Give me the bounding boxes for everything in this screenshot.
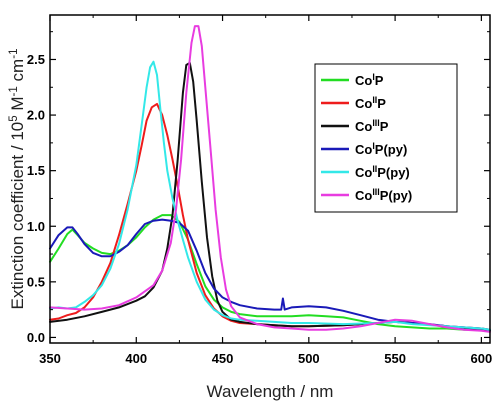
series-line-6: [49, 25, 491, 333]
x-tick-label: 450: [212, 351, 234, 366]
series-line-1: [49, 214, 491, 331]
legend: CoIP CoIIP CoIIIP CoIP(py) CoIIP(py) CoIIIP(p…: [314, 63, 458, 213]
y-tick-label: 0.0: [27, 330, 45, 345]
x-tick-label: 550: [384, 351, 406, 366]
legend-label-6: CoIIIP(py): [355, 187, 412, 203]
y-axis-title: Extinction coefficient / 105 M-1 cm-1: [8, 48, 27, 309]
legend-label-5: CoIIP(py): [355, 164, 410, 180]
x-tick-label: 400: [125, 351, 147, 366]
y-tick-label: 1.0: [27, 219, 45, 234]
legend-label-2: CoIIP: [355, 95, 386, 111]
legend-label-4: CoIP(py): [355, 141, 407, 157]
legend-label-1: CoIP: [355, 72, 384, 88]
series-layer: [49, 25, 491, 333]
y-tick-label: 2.5: [27, 52, 45, 67]
plot-frame: [49, 14, 491, 344]
series-line-4: [49, 218, 491, 331]
y-tick-label: 1.5: [27, 163, 45, 178]
legend-label-3: CoIIIP: [355, 118, 389, 134]
x-tick-label: 500: [298, 351, 320, 366]
y-tick-label: 2.0: [27, 108, 45, 123]
ticks-layer: 350 400 450 500 550 600 0.0 0.5 1.0 1.5 2.0 2.5: [27, 15, 492, 366]
legend-box: [314, 63, 458, 213]
y-tick-label: 0.5: [27, 274, 45, 289]
x-tick-label: 600: [471, 351, 493, 366]
x-axis-title: Wavelength / nm: [207, 382, 334, 401]
x-tick-label: 350: [39, 351, 61, 366]
